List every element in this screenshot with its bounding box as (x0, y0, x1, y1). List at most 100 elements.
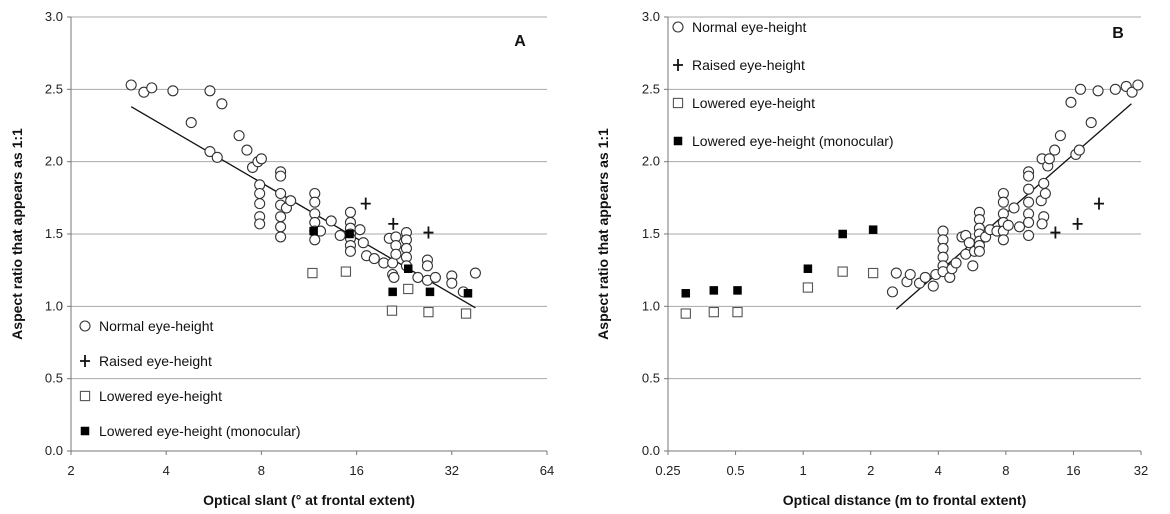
data-point (344, 206, 357, 218)
data-point (1074, 83, 1087, 95)
data-point (1132, 79, 1144, 91)
data-point (429, 271, 441, 283)
legend-marker (79, 320, 91, 332)
data-point (733, 286, 742, 295)
legend-item: Lowered eye-height (monocular) (80, 423, 301, 439)
data-point (446, 277, 458, 289)
data-point (708, 306, 719, 318)
data-point (204, 85, 216, 97)
legend-label: Lowered eye-height (monocular) (692, 133, 894, 149)
data-point (423, 226, 434, 239)
series-square-filled (309, 226, 473, 298)
data-point (325, 215, 337, 227)
x-tick-label: 0.5 (727, 463, 745, 478)
legend-item: Normal eye-height (672, 19, 806, 35)
data-point (1023, 229, 1035, 241)
x-axis-label: Optical distance (m to frontal extent) (783, 492, 1026, 508)
data-point (927, 280, 939, 292)
data-point (309, 226, 318, 236)
legend-label: Raised eye-height (99, 353, 212, 369)
data-point (904, 268, 916, 281)
y-axis-label: Aspect ratio that appears as 1:1 (595, 128, 611, 340)
data-point (241, 144, 253, 156)
panel-b-chart: 0.0 0.5 1.0 1.5 2.0 2.5 3.0 0.25 0.5 1 2 4 8 16 32 Opti… (595, 9, 1148, 508)
series-square-open (307, 266, 472, 319)
y-tick-label: 2.5 (45, 81, 63, 96)
legend-marker (80, 355, 90, 367)
x-tick-label: 32 (445, 463, 459, 478)
panel-label: B (1112, 25, 1124, 42)
data-point (388, 217, 399, 230)
legend-item: Lowered eye-height (672, 95, 815, 111)
x-tick-label: 16 (1066, 463, 1080, 478)
data-point (254, 187, 266, 200)
legend-label: Normal eye-height (99, 318, 213, 334)
y-tick-label: 0.0 (642, 443, 660, 458)
legend-marker (672, 97, 684, 109)
x-tick-label: 0.25 (655, 463, 680, 478)
legend-marker (673, 136, 683, 146)
data-point (345, 229, 354, 239)
x-tick-label: 32 (1134, 463, 1148, 478)
data-point (1023, 216, 1035, 228)
legend: Normal eye-height Raised eye-height Lowere… (672, 19, 894, 149)
data-point (1013, 221, 1026, 233)
data-point (460, 308, 472, 319)
y-tick-label: 3.0 (642, 9, 660, 24)
legend-label: Raised eye-height (692, 57, 805, 73)
data-point (275, 187, 287, 200)
data-point (890, 267, 902, 279)
data-point (973, 245, 985, 257)
data-point (837, 266, 848, 277)
data-point (1023, 196, 1035, 208)
data-point (254, 198, 266, 210)
x-tick-label: 2 (67, 463, 74, 478)
data-point (285, 195, 297, 207)
data-point (1023, 170, 1035, 182)
x-tick-label: 4 (935, 463, 942, 478)
data-point (360, 197, 371, 210)
data-point (388, 287, 397, 297)
data-point (167, 85, 179, 97)
data-point (340, 266, 352, 277)
y-tick-label: 1.0 (642, 298, 660, 313)
x-tick-label: 16 (349, 463, 363, 478)
data-point (421, 260, 433, 272)
data-point (919, 271, 931, 283)
data-point (354, 224, 366, 236)
data-point (997, 234, 1009, 246)
data-point (950, 257, 962, 269)
series-square-filled (681, 225, 878, 298)
gridlines (668, 16, 1141, 380)
data-point (309, 234, 321, 246)
data-point (802, 282, 814, 293)
panel-a-chart: 0.0 0.5 1.0 1.5 2.0 2.5 3.0 2 4 8 16 32 64 Optical sl… (9, 9, 554, 508)
data-point (967, 260, 979, 272)
data-point (1038, 177, 1050, 189)
data-point (680, 308, 691, 319)
legend: Normal eye-height Raised eye-height Lowere… (79, 318, 301, 439)
data-point (1085, 117, 1097, 129)
series-cross (1050, 197, 1105, 239)
data-point (1126, 86, 1138, 98)
data-point (1036, 218, 1048, 230)
data-point (275, 170, 287, 182)
series-cross (360, 197, 434, 239)
data-point (868, 225, 878, 234)
data-point (709, 286, 719, 295)
panel-label: A (514, 33, 526, 50)
y-tick-label: 0.5 (45, 371, 63, 386)
x-tick-label: 1 (800, 463, 807, 478)
data-point (275, 211, 287, 223)
data-point (463, 289, 473, 298)
data-point (334, 229, 346, 241)
data-point (1002, 219, 1014, 231)
legend-marker (673, 59, 683, 71)
legend-marker (672, 21, 684, 33)
data-point (681, 289, 691, 298)
data-point (146, 82, 158, 94)
data-point (390, 248, 402, 260)
y-tick-label: 2.5 (642, 81, 660, 96)
legend-item: Lowered eye-height (monocular) (673, 133, 894, 149)
